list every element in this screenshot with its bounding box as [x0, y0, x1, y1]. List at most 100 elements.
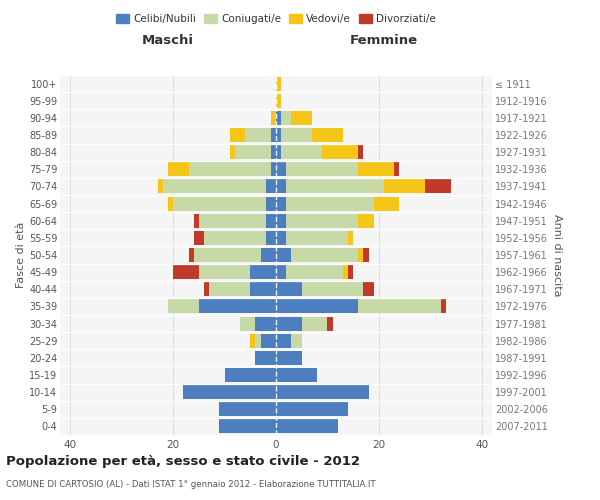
Bar [374, 196, 400, 210]
Bar [358, 248, 364, 262]
Bar [276, 420, 338, 434]
Bar [204, 282, 209, 296]
Bar [276, 265, 286, 279]
Legend: Celibi/Nubili, Coniugati/e, Vedovi/e, Divorziati/e: Celibi/Nubili, Coniugati/e, Vedovi/e, Di… [112, 10, 440, 29]
Bar [292, 248, 358, 262]
Bar [276, 351, 302, 365]
Bar [188, 248, 194, 262]
Bar [220, 402, 276, 416]
Bar [199, 265, 250, 279]
Bar [276, 214, 286, 228]
Bar [286, 196, 374, 210]
Bar [292, 334, 302, 347]
Bar [276, 334, 292, 347]
Bar [286, 214, 358, 228]
Bar [163, 180, 266, 194]
Bar [230, 128, 245, 142]
Bar [266, 214, 276, 228]
Bar [250, 282, 276, 296]
Text: COMUNE DI CARTOSIO (AL) - Dati ISTAT 1° gennaio 2012 - Elaborazione TUTTITALIA.I: COMUNE DI CARTOSIO (AL) - Dati ISTAT 1° … [6, 480, 376, 489]
Bar [256, 316, 276, 330]
Bar [276, 231, 286, 245]
Bar [173, 196, 266, 210]
Bar [220, 420, 276, 434]
Bar [384, 180, 425, 194]
Bar [256, 351, 276, 365]
Bar [358, 145, 364, 159]
Bar [204, 231, 266, 245]
Bar [276, 368, 317, 382]
Bar [276, 385, 368, 399]
Y-axis label: Fasce di età: Fasce di età [16, 222, 26, 288]
Bar [173, 265, 199, 279]
Bar [245, 128, 271, 142]
Bar [312, 128, 343, 142]
Bar [168, 196, 173, 210]
Bar [343, 265, 348, 279]
Bar [276, 162, 286, 176]
Bar [276, 316, 302, 330]
Bar [276, 111, 281, 125]
Bar [286, 180, 384, 194]
Bar [276, 300, 358, 314]
Bar [286, 162, 358, 176]
Bar [276, 196, 286, 210]
Bar [440, 300, 446, 314]
Bar [276, 248, 292, 262]
Bar [224, 368, 276, 382]
Bar [276, 76, 281, 90]
Bar [184, 385, 276, 399]
Bar [276, 94, 281, 108]
Bar [425, 180, 451, 194]
Bar [276, 402, 348, 416]
Bar [260, 248, 276, 262]
Bar [266, 180, 276, 194]
Bar [168, 300, 199, 314]
Bar [276, 180, 286, 194]
Bar [328, 316, 332, 330]
Bar [194, 214, 199, 228]
Bar [266, 231, 276, 245]
Text: Popolazione per età, sesso e stato civile - 2012: Popolazione per età, sesso e stato civil… [6, 455, 360, 468]
Bar [194, 231, 204, 245]
Bar [271, 111, 276, 125]
Bar [271, 162, 276, 176]
Bar [276, 128, 281, 142]
Bar [348, 265, 353, 279]
Text: Femmine: Femmine [350, 34, 418, 48]
Bar [271, 145, 276, 159]
Bar [358, 214, 374, 228]
Bar [281, 111, 292, 125]
Bar [250, 334, 256, 347]
Bar [276, 282, 302, 296]
Bar [281, 145, 322, 159]
Bar [364, 248, 368, 262]
Bar [276, 145, 281, 159]
Bar [266, 196, 276, 210]
Bar [256, 334, 260, 347]
Bar [292, 111, 312, 125]
Bar [302, 282, 364, 296]
Bar [348, 231, 353, 245]
Bar [235, 145, 271, 159]
Bar [358, 300, 440, 314]
Text: Maschi: Maschi [142, 34, 194, 48]
Bar [286, 231, 348, 245]
Bar [364, 282, 374, 296]
Bar [322, 145, 358, 159]
Bar [302, 316, 328, 330]
Bar [158, 180, 163, 194]
Bar [199, 214, 266, 228]
Bar [209, 282, 250, 296]
Bar [260, 334, 276, 347]
Bar [250, 265, 276, 279]
Bar [194, 248, 260, 262]
Bar [358, 162, 394, 176]
Bar [281, 128, 312, 142]
Bar [168, 162, 188, 176]
Bar [286, 265, 343, 279]
Bar [271, 128, 276, 142]
Bar [394, 162, 400, 176]
Bar [188, 162, 271, 176]
Bar [240, 316, 256, 330]
